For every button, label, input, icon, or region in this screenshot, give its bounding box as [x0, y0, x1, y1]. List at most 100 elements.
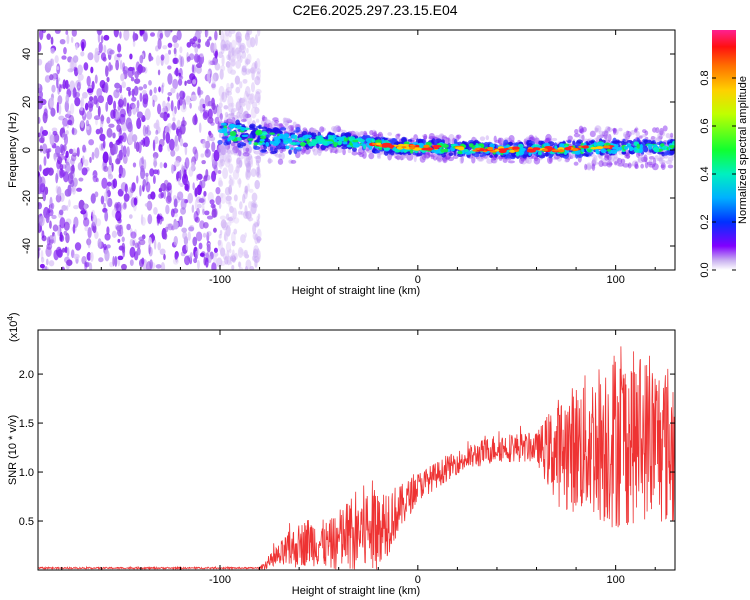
heatmap-cell: [240, 210, 244, 216]
heatmap-cell: [192, 182, 195, 191]
heatmap-cell: [68, 199, 71, 208]
x-tick-label: 0: [415, 274, 421, 286]
heatmap-cell: [636, 143, 641, 149]
heatmap-cell: [102, 151, 109, 164]
heatmap-cell: [148, 243, 151, 255]
heatmap-cell: [38, 41, 42, 53]
heatmap-cell: [96, 88, 103, 98]
heatmap-cell: [167, 192, 172, 203]
heatmap-cell: [198, 122, 202, 133]
heatmap-cell: [333, 141, 338, 148]
heatmap-cell: [152, 152, 159, 159]
heatmap-cell: [199, 220, 205, 230]
heatmap-cell: [41, 143, 48, 154]
heatmap-cell: [614, 161, 618, 166]
heatmap-cell: [143, 83, 148, 90]
heatmap-cell: [581, 134, 585, 142]
heatmap-cell: [150, 191, 156, 200]
heatmap-cell: [228, 135, 235, 141]
heatmap-cell: [440, 148, 446, 153]
heatmap-cell: [242, 251, 249, 257]
heatmap-cell: [293, 147, 298, 155]
heatmap-cell: [38, 247, 41, 252]
heatmap-cell: [220, 192, 227, 204]
heatmap-cell: [253, 150, 261, 155]
heatmap-cell: [65, 30, 69, 35]
heatmap-cell: [174, 160, 180, 167]
heatmap-cell: [48, 209, 54, 217]
heatmap-cell: [50, 107, 56, 117]
heatmap-cell: [55, 194, 62, 203]
heatmap-cell: [187, 231, 191, 241]
heatmap-cell: [127, 108, 132, 117]
heatmap-cell: [70, 36, 74, 43]
y-tick-label: 20: [21, 96, 33, 108]
heatmap-cell: [52, 224, 59, 232]
heatmap-cell: [80, 120, 85, 129]
heatmap-cell: [123, 193, 130, 202]
heatmap-cell: [220, 219, 227, 228]
heatmap-cell: [117, 255, 124, 261]
heatmap-cell: [221, 136, 229, 140]
heatmap-cell: [259, 138, 266, 142]
heatmap-cell: [231, 124, 236, 127]
heatmap-cell: [157, 103, 162, 115]
heatmap-cell: [227, 158, 231, 163]
heatmap-cell: [512, 146, 520, 150]
heatmap-cell: [68, 114, 75, 126]
heatmap-cell: [199, 53, 204, 58]
heatmap-cell: [265, 141, 270, 147]
heatmap-cell: [218, 239, 223, 252]
heatmap-cell: [109, 49, 115, 55]
heatmap-cell: [76, 147, 80, 157]
heatmap-cell: [254, 155, 262, 160]
heatmap-cell: [161, 82, 165, 88]
heatmap-cell: [319, 126, 325, 133]
heatmap-cell: [591, 163, 596, 171]
heatmap-cell: [185, 95, 193, 103]
heatmap-cell: [256, 228, 262, 240]
heatmap-cell: [64, 100, 70, 113]
y-tick-label: 1.0: [19, 467, 34, 479]
heatmap-cell: [627, 162, 632, 169]
heatmap-cell: [80, 51, 85, 57]
heatmap-cell: [210, 42, 215, 53]
heatmap-cell: [455, 134, 460, 141]
heatmap-cell: [244, 232, 247, 238]
heatmap-cell: [121, 263, 127, 270]
heatmap-cell: [72, 87, 77, 99]
heatmap-cell: [223, 105, 229, 110]
heatmap-cell: [94, 147, 100, 159]
heatmap-cell: [155, 264, 162, 269]
heatmap-cell: [100, 52, 107, 61]
heatmap-cell: [174, 253, 178, 260]
heatmap-cell: [127, 66, 134, 79]
heatmap-cell: [618, 127, 623, 132]
heatmap-cell: [197, 38, 202, 43]
heatmap-cell: [43, 266, 50, 270]
heatmap-cell: [231, 264, 235, 270]
heatmap-cell: [381, 138, 385, 145]
heatmap-cell: [172, 117, 176, 122]
heatmap-cell: [44, 75, 51, 83]
heatmap-cell: [571, 148, 579, 152]
heatmap-cell: [94, 230, 99, 240]
heatmap-cell: [123, 97, 127, 107]
heatmap-cell: [91, 80, 95, 90]
heatmap-cell: [299, 142, 306, 147]
heatmap-cell: [428, 132, 435, 140]
heatmap-cell: [101, 177, 108, 189]
heatmap-cell: [122, 62, 126, 72]
heatmap-cell: [132, 31, 136, 43]
heatmap-cell: [387, 132, 393, 136]
heatmap-cell: [219, 229, 223, 236]
x-tick-label: 0: [415, 574, 421, 586]
heatmap-cell: [121, 81, 127, 89]
heatmap-cell: [196, 184, 202, 196]
heatmap-cell: [106, 127, 113, 138]
heatmap-cell: [62, 144, 67, 152]
heatmap-cell: [203, 190, 207, 197]
heatmap-cell: [57, 95, 63, 105]
heatmap-cell: [184, 255, 191, 266]
heatmap-cell: [125, 117, 132, 130]
